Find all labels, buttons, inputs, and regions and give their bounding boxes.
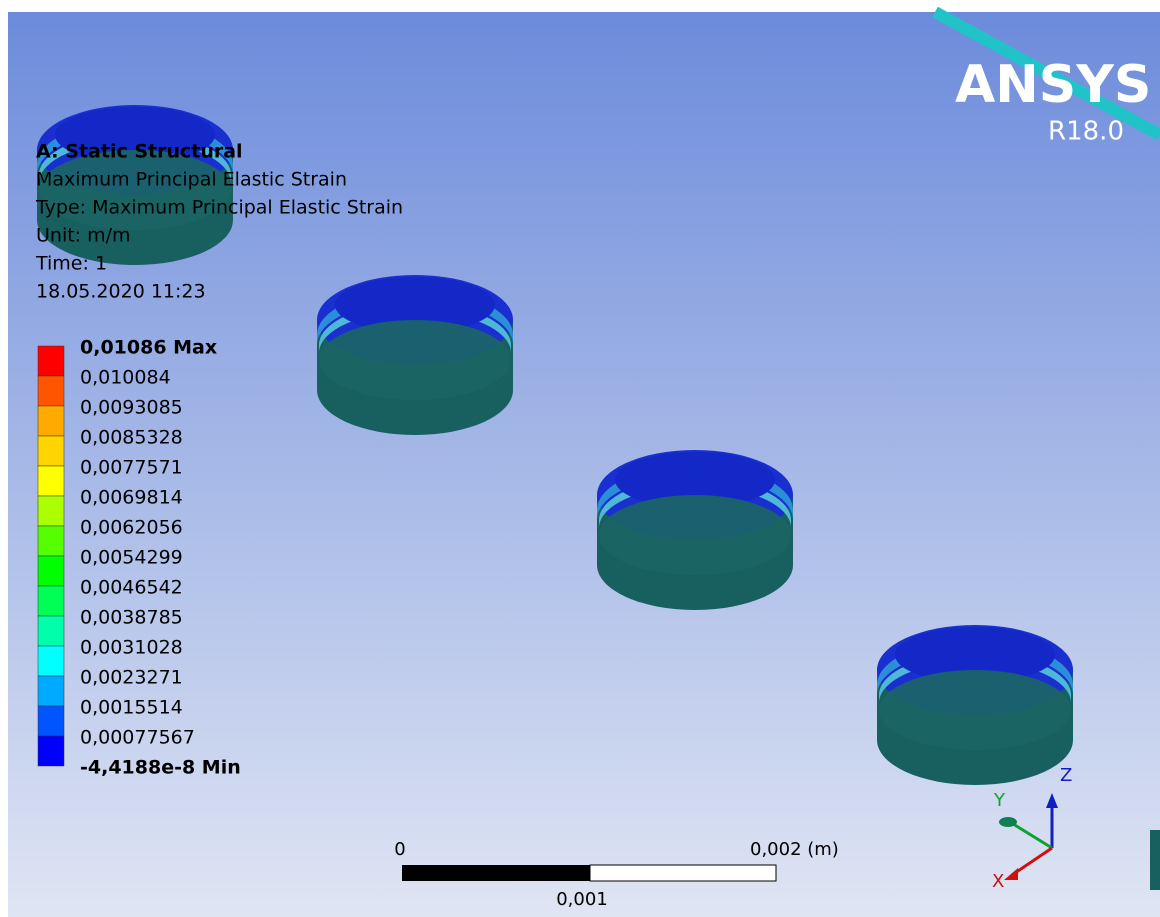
legend-label: 0,00077567: [80, 727, 195, 749]
legend-label: 0,0069814: [80, 487, 183, 509]
triad-y: Y: [993, 790, 1006, 811]
legend-max: 0,01086 Max: [80, 337, 217, 359]
logo-name: ANSYS: [955, 55, 1151, 115]
legend-band: [38, 616, 64, 646]
scale-mid: 0,001: [556, 889, 608, 910]
info-line: Unit: m/m: [36, 225, 131, 247]
scale-bar-white: [590, 865, 776, 881]
viewport: ANSYS R18.0 A: Static Structural Maximum…: [0, 0, 1160, 917]
legend-label: 0,0046542: [80, 577, 183, 599]
legend-band: [38, 406, 64, 436]
legend-band: [38, 676, 64, 706]
legend-band: [38, 556, 64, 586]
legend-label: 0,0093085: [80, 397, 183, 419]
legend-band: [38, 526, 64, 556]
info-line: Type: Maximum Principal Elastic Strain: [35, 197, 403, 219]
triad-x: X: [992, 871, 1004, 892]
legend-band: [38, 586, 64, 616]
scale-start: 0: [394, 839, 405, 860]
info-line: 18.05.2020 11:23: [36, 281, 206, 303]
legend-band: [38, 736, 64, 766]
legend-label: 0,0023271: [80, 667, 183, 689]
info-line: Time: 1: [35, 253, 107, 275]
scale-end: 0,002 (m): [750, 839, 839, 860]
legend-min: -4,4188e-8 Min: [80, 757, 241, 779]
scale-bar-black: [402, 865, 590, 881]
legend-label: 0,0038785: [80, 607, 183, 629]
logo-version: R18.0: [1048, 117, 1124, 147]
legend-band: [38, 706, 64, 736]
legend-band: [38, 346, 64, 376]
info-line: Maximum Principal Elastic Strain: [36, 169, 347, 191]
disc-edge: [1150, 830, 1160, 890]
legend-label: 0,0077571: [80, 457, 183, 479]
legend-label: 0,0062056: [80, 517, 183, 539]
legend-band: [38, 646, 64, 676]
legend-label: 0,0085328: [80, 427, 183, 449]
legend-label: 0,0054299: [80, 547, 183, 569]
legend-label: 0,0015514: [80, 697, 183, 719]
disc: [317, 275, 513, 435]
page: {"header": {"title": "A: Static Structur…: [0, 0, 1160, 917]
result-title: A: Static Structural: [36, 141, 243, 163]
legend-band: [38, 496, 64, 526]
legend-label: 0,010084: [80, 367, 171, 389]
legend-label: 0,0031028: [80, 637, 183, 659]
legend-band: [38, 436, 64, 466]
legend-band: [38, 466, 64, 496]
triad-z: Z: [1060, 765, 1072, 786]
disc: [597, 450, 793, 610]
disc: [877, 625, 1073, 785]
legend-band: [38, 376, 64, 406]
